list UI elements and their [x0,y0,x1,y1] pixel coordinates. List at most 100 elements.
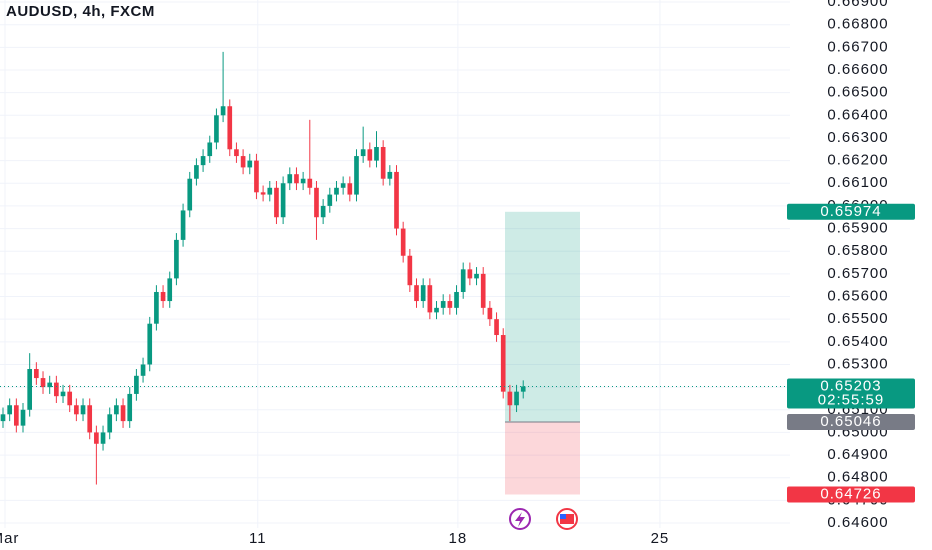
y-tick-label: 0.65700 [827,265,888,282]
candle-body [87,405,93,433]
candle-body [180,210,186,240]
candle-body [254,160,259,193]
candle-body [34,369,39,379]
profit-zone [505,211,580,423]
y-tick-label: 0.66300 [827,129,888,146]
stop-label: 0.64726 [820,485,881,502]
candle-body [60,391,66,397]
candle-body [80,405,86,415]
candle-body [500,335,506,392]
y-tick-label: 0.66700 [827,38,888,55]
candle-body [0,414,6,422]
candle-body [187,178,193,211]
candle-body [334,187,339,195]
flag-glyph [560,514,574,524]
candle-body [394,171,399,229]
entry-box [787,414,915,431]
candle-body [74,405,79,415]
lightning-glyph [515,512,525,527]
last-price-box [787,378,915,409]
candle-body [314,187,319,218]
candle-body [494,319,499,336]
candle-body [520,386,526,392]
position-tool [505,211,580,495]
candle-body [434,307,439,313]
candle-body [320,205,326,218]
y-tick-label: 0.66600 [827,61,888,78]
candle-body [274,187,279,218]
event-icons [509,508,578,530]
candle-body [120,405,126,422]
candle-body [100,432,106,444]
y-tick-label: 0.66500 [827,84,888,101]
candle-body [194,165,199,179]
candle-body [167,278,173,302]
candle-body [307,178,313,188]
candle-body [7,405,13,415]
candle-body [420,285,426,302]
y-tick-label: 0.65400 [827,333,888,350]
y-tick-label: 0.65900 [827,220,888,237]
y-tick-label: 0.64800 [827,469,888,486]
candle-body [107,414,113,433]
candle-body [287,174,293,184]
x-tick-label: 11 [249,530,267,547]
candle-body [214,115,219,143]
y-tick-label: 0.65300 [827,355,888,372]
y-tick-label: 0.66900 [827,0,888,10]
last-price-label: 0.65203 [820,377,881,394]
candle-body [407,255,413,286]
candle-body [174,239,179,279]
candle-body [474,273,479,279]
candle-body [207,142,213,157]
candle-body [260,192,266,195]
candle-body [507,391,513,406]
target-label: 0.65974 [820,203,881,220]
x-tick-label: 18 [449,530,468,547]
candle-body [447,301,453,308]
candle-body [380,147,386,179]
candle-body [354,156,359,195]
candle-body [487,307,493,320]
candle-body [514,391,519,406]
candle-body [387,171,393,179]
loss-zone [505,422,580,495]
y-tick-label: 0.64600 [827,514,888,531]
y-tick-label: 0.64900 [827,446,888,463]
flag-canton [560,514,566,519]
candle-body [27,369,33,410]
candles [0,51,790,485]
y-tick-label: 0.65800 [827,242,888,259]
candle-body [367,149,373,161]
candle-body [300,178,306,184]
candle-body [227,106,233,150]
candle-body [14,405,19,426]
x-tick-label: Mar [0,530,19,547]
candle-body [94,432,99,444]
y-tick-label: 0.65500 [827,310,888,327]
stop-box [787,486,915,503]
y-tick-label: 0.66800 [827,16,888,33]
candle-body [220,106,226,116]
entry-label: 0.65046 [820,413,881,430]
candle-body [54,382,59,397]
candle-body [147,323,153,365]
candle-body [140,364,146,376]
candle-body [347,183,353,195]
candle-body [360,149,366,157]
candle-body [294,174,299,184]
y-tick-label: 0.66100 [827,174,888,191]
candle-body [280,183,286,218]
candle-body [20,409,26,426]
candle-body [414,285,419,302]
candle-body [440,301,446,308]
y-tick-label: 0.66400 [827,106,888,123]
chart-title: AUDUSD, 4h, FXCM [6,3,155,20]
candle-body [467,269,473,279]
candle-body [134,375,139,394]
candle-body [40,378,46,388]
candle-body [340,183,346,188]
